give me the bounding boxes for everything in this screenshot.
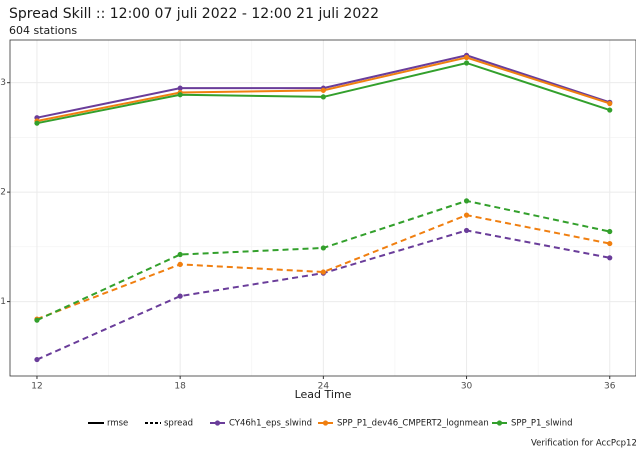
point xyxy=(607,240,613,247)
legend-label: SPP_P1_dev46_CMPERT2_lognmean xyxy=(337,419,489,429)
point xyxy=(463,54,470,61)
x-tick-label: 18 xyxy=(174,382,186,392)
x-tick-label: 12 xyxy=(31,382,42,392)
point xyxy=(607,100,613,107)
point xyxy=(463,198,470,204)
caption: Verification for AccPcp12h xyxy=(531,439,636,449)
chart-subtitle: 604 stations xyxy=(9,24,77,37)
panel-border xyxy=(9,39,636,377)
x-axis-label: Lead Time xyxy=(295,388,352,401)
point xyxy=(320,245,326,251)
point xyxy=(34,317,40,323)
legend-label: rmse xyxy=(107,419,128,429)
point xyxy=(34,356,40,363)
point xyxy=(320,269,326,275)
point xyxy=(177,85,183,91)
x-tick-label: 36 xyxy=(604,382,616,392)
point xyxy=(177,251,183,258)
point xyxy=(177,92,183,98)
point xyxy=(320,87,326,93)
point xyxy=(463,227,470,234)
legend-label: CY46h1_eps_slwind xyxy=(229,419,312,429)
spread-line xyxy=(36,214,610,321)
legend-key xyxy=(322,420,329,426)
point xyxy=(34,120,40,126)
legend-label: spread xyxy=(164,419,193,429)
y-tick-label: 1 xyxy=(0,297,6,307)
y-tick-label: 2 xyxy=(0,188,6,198)
point xyxy=(607,107,613,113)
x-tick-label: 30 xyxy=(461,382,473,392)
point xyxy=(607,255,613,261)
x-tick-label: 24 xyxy=(318,382,330,392)
point xyxy=(463,212,470,218)
legend-key xyxy=(214,420,221,426)
y-tick-label: 3 xyxy=(0,78,6,88)
point xyxy=(607,228,613,235)
point xyxy=(177,261,183,267)
legend-label: SPP_P1_slwind xyxy=(511,419,573,429)
point xyxy=(177,293,183,299)
point xyxy=(463,60,470,66)
chart-title: Spread Skill :: 12:00 07 juli 2022 - 12:… xyxy=(9,6,379,22)
point xyxy=(320,94,326,100)
legend-key xyxy=(496,420,503,426)
